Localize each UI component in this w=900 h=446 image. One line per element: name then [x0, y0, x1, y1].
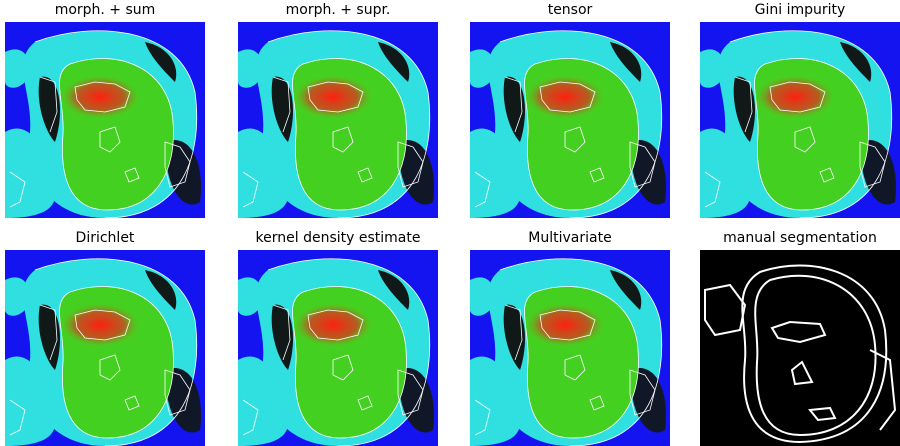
panel-title: kernel density estimate: [233, 230, 443, 246]
panel-title: Dirichlet: [0, 230, 210, 246]
panel-title: Gini impurity: [695, 2, 900, 18]
panel-title: Multivariate: [465, 230, 675, 246]
panel-image: [5, 22, 205, 218]
panel-image: [470, 250, 670, 446]
panel-image: [700, 250, 900, 446]
panel-image: [5, 250, 205, 446]
panel-image: [470, 22, 670, 218]
panel-image: [238, 250, 438, 446]
panel-image: [700, 22, 900, 218]
panel-title: morph. + sum: [0, 2, 210, 18]
figure: morph. + sum morph. + supr. tensor Gini …: [0, 0, 900, 446]
panel-title: manual segmentation: [695, 230, 900, 246]
panel-image: [238, 22, 438, 218]
panel-title: tensor: [465, 2, 675, 18]
panel-title: morph. + supr.: [233, 2, 443, 18]
